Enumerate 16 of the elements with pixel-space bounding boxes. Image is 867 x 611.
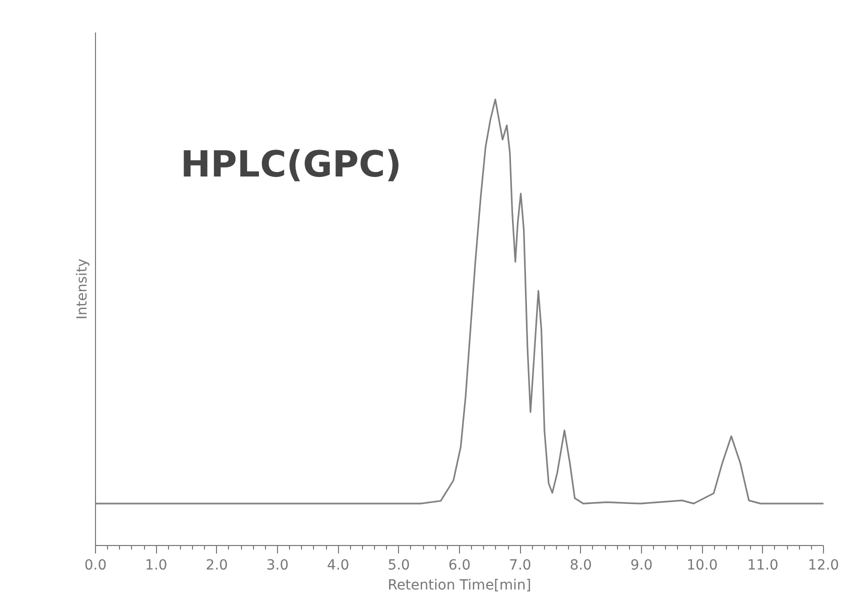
x-tick-label: 1.0 bbox=[145, 558, 168, 574]
x-tick-label: 10.0 bbox=[686, 558, 718, 574]
x-tick-label: 8.0 bbox=[570, 558, 592, 574]
x-tick-label: 12.0 bbox=[808, 558, 840, 574]
x-tick-label: 2.0 bbox=[206, 558, 228, 574]
x-tick-label: 4.0 bbox=[327, 558, 350, 574]
x-tick-label: 0.0 bbox=[84, 558, 107, 574]
y-axis-title: Intensity bbox=[74, 258, 90, 320]
x-tick-label: 7.0 bbox=[509, 558, 532, 574]
x-tick-label: 11.0 bbox=[747, 558, 778, 574]
x-tick-label: 6.0 bbox=[448, 558, 471, 574]
x-tick-label: 9.0 bbox=[630, 558, 653, 574]
x-axis-title: Retention Time[min] bbox=[388, 578, 532, 594]
text: HPLC(GPC) bbox=[180, 144, 402, 186]
x-tick-label: 3.0 bbox=[266, 558, 289, 574]
x-tick-label: 5.0 bbox=[388, 558, 410, 574]
